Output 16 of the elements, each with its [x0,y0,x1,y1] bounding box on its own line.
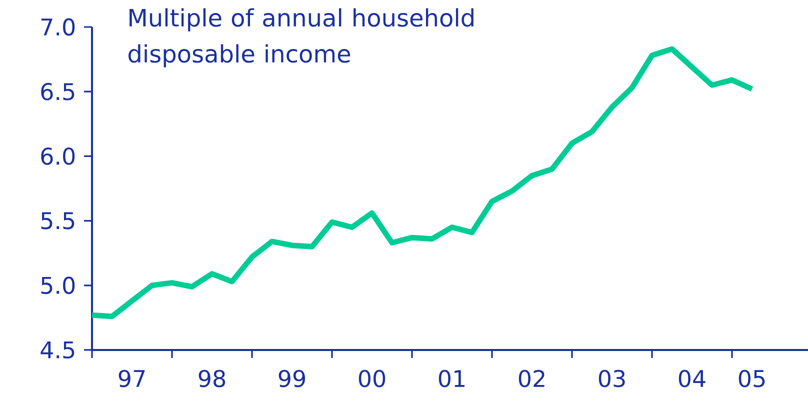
x-tick-label: 97 [118,370,145,388]
x-tick-label: 00 [358,370,386,388]
y-tick-label: 5.0 [41,276,75,294]
x-tick-label: 04 [678,370,706,388]
y-tick-label: 5.5 [41,212,74,230]
x-tick-label: 98 [198,370,226,388]
y-tick-label: 4.5 [40,341,74,359]
x-tick-label: 05 [738,370,765,388]
y-tick-label: 6.5 [41,82,74,100]
chart-title: Multiple of annual household disposable income [128,8,474,68]
x-tick-label: 03 [598,370,625,388]
y-tick-label: 7.0 [41,18,75,36]
y-tick-label: 6.0 [41,147,75,165]
x-tick-label: 01 [438,370,465,388]
x-tick-label: 02 [518,370,544,388]
x-tick-label: 99 [278,370,306,388]
